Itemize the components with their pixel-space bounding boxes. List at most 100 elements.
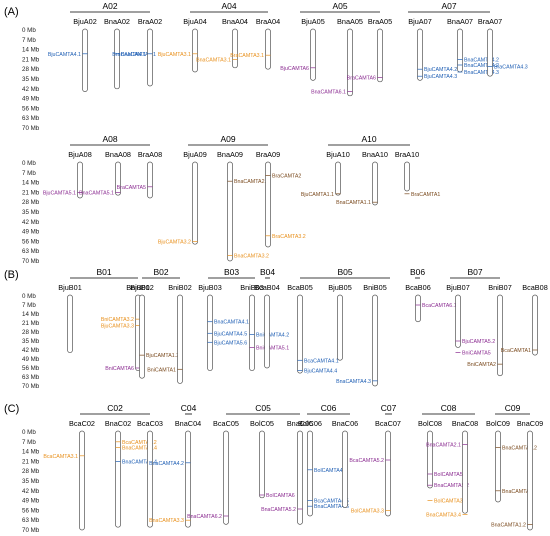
chromosome-BjuA02: BjuA02 BjuCAMTA4.1 [48,17,97,92]
gene-label: BnaCAMTA2.2 [502,445,537,451]
chromosome-name: BjuB07 [446,283,470,292]
scale-tick-label: 63 Mb [22,115,40,122]
group-label: A04 [221,1,236,11]
scale-tick-label: 21 Mb [22,320,40,327]
scale-tick-label: 56 Mb [22,365,40,372]
chromosome-name: BjuB02 [130,283,154,292]
scale-tick-label: 70 Mb [22,383,40,390]
chromosome-name: BraA08 [138,150,162,159]
chromosome-BjuA10: BjuA10 BjuCAMTA1.1 [301,150,350,198]
chromosome-name: BnaC02 [105,419,131,428]
gene-label: BjuCAMTA5.1 [43,190,76,196]
group-label: A05 [332,1,347,11]
chromosome-bar [417,28,423,81]
chromosome-BraA08: BraA08 BraCAMTA5 [117,150,162,199]
gene-label: BraCAMTA2 [272,174,301,180]
chromosome-BnaA04: BnaA04 BnaCAMTA3.1 [196,17,248,69]
chromosome-name: BnaA07 [447,17,473,26]
chromosome-BolC05: BolC05 BolCAMTA6 [250,419,295,499]
gene-label: BnaCAMTA5.2 [261,507,296,513]
scale-tick-label: 21 Mb [22,189,40,196]
gene-label: BnaCAMTA4.1 [214,320,249,326]
chromosome-name: BnaC09 [517,419,543,428]
chromosome-BolC09: BolC09 BnaCAMTA2.2 BnaCAMTA1 [486,419,537,503]
chromosome-bar [185,430,191,528]
chromosome-bar [377,28,383,83]
gene-label: BolCAMTA3.3 [351,508,384,514]
group-label: C09 [505,403,521,413]
chromosome-name: BolC09 [486,419,510,428]
chromosome-bar [115,161,121,196]
chromosome-bar [192,161,198,245]
panel-A: (A) 0 Mb 7 Mb 14 Mb 21 Mb 28 Mb 35 Mb 42 Mb 49 M… [4,1,528,132]
chromosome-BjuA05: BjuA05 BjuCAMTA6 [280,17,325,81]
chromosome-bar [249,294,255,371]
group-label: C07 [381,403,397,413]
chromosome-bar [67,294,73,353]
gene-label: BolCAMTA4 [314,468,343,474]
scale-tick-label: 49 Mb [22,356,40,363]
scale-tick-label: 14 Mb [22,449,40,456]
scale-tick-label: 35 Mb [22,338,40,345]
chromosome-bar [335,161,341,196]
gene-label: BjuCAMTA1.2 [146,353,179,359]
scale-tick-label: 35 Mb [22,209,40,216]
chromosome-bar [227,161,233,262]
chromosome-BraA02: BraA02 BraCAMTA4.1 [112,17,162,87]
scale-tick-label: 0 Mb [22,293,36,300]
chromosome-bar [77,161,83,199]
scale-tick-label: 70 Mb [22,527,40,534]
chromosome-bar [259,430,265,499]
gene-label: BnaCAMTA3.4 [426,513,461,519]
chromosome-bar [337,294,343,361]
chromosome-name: BolC06 [298,419,322,428]
group-label: C08 [441,403,457,413]
gene-label: BniCAMTA3.2 [101,317,134,323]
scale-tick-label: 28 Mb [22,468,40,475]
group-label: B04 [260,267,275,277]
gene-label: BnaCAMTA3.3 [149,518,184,524]
gene-label: BraCAMTA5 [117,185,146,191]
chromosome-BnaC05: BnaC05 BnaCAMTA5.2 [261,419,313,525]
chromosome-BjuA09: BjuA09 BjuCAMTA3.2 [158,150,207,245]
gene-label: BcaCAMTA4.1 [304,358,339,364]
gene-label: BraCAMTA3.2 [272,234,306,240]
gene-label: BnaCAMTA2.1 [234,179,269,185]
gene-label: BolCAMTA3 [434,499,463,505]
panel-label: (B) [4,269,19,281]
chromosome-BraA07: BraA07 BraCAMTA4.3 [478,17,528,77]
gene-label: BraCAMTA4.1 [112,52,146,58]
group-label: B06 [410,267,425,277]
gene-label: BcaCAMTA6.1 [422,303,457,309]
gene-label: BraCAMTA4.3 [494,64,528,70]
chromosome-name: BjuA07 [408,17,432,26]
chromosome-bar [307,430,313,517]
chromosome-bar [497,294,503,377]
chromosome-group-A09: A09BjuA09BjuCAMTA3.2BnaA09BnaCAMTA2.1Bna… [158,134,306,262]
chromosome-BraA04: BraA04 BraCAMTA3.1 [230,17,280,70]
gene-label: BolCAMTA6 [266,493,295,499]
chromosome-group-B06: B06 BcaB06 BcaCAMTA6.1 [405,267,457,323]
chromosome-name: BjuB05 [328,283,352,292]
chromosome-BjuB05: BjuB05 [328,283,352,361]
chromosome-bar [147,28,153,87]
chromosome-name: BnaA02 [104,17,130,26]
chromosome-name: BjuB03 [198,283,222,292]
scale-tick-label: 63 Mb [22,374,40,381]
chromosome-name: BraA10 [395,150,419,159]
gene-label: BnaCAMTA5.1 [79,190,114,196]
scale-tick-label: 21 Mb [22,458,40,465]
group-label: B05 [337,267,352,277]
gene-label: BjuCAMTA5.6 [214,340,247,346]
chromosome-BcaC05: BcaC05 BnaCAMTA6.2 [187,419,239,525]
chromosome-BraA05: BraA05 BraCAMTA6 [347,17,392,83]
gene-label: BcaCAMTA3.1 [43,454,78,460]
chromosome-name: BcaB04 [254,283,280,292]
gene-label: BnaCAMTA4.2 [149,461,184,467]
scale-tick-label: 0 Mb [22,429,36,436]
chromosome-BcaB06: BcaB06 BcaCAMTA6.1 [405,283,457,323]
scale-tick-label: 49 Mb [22,498,40,505]
chromosome-name: BjuA02 [73,17,97,26]
